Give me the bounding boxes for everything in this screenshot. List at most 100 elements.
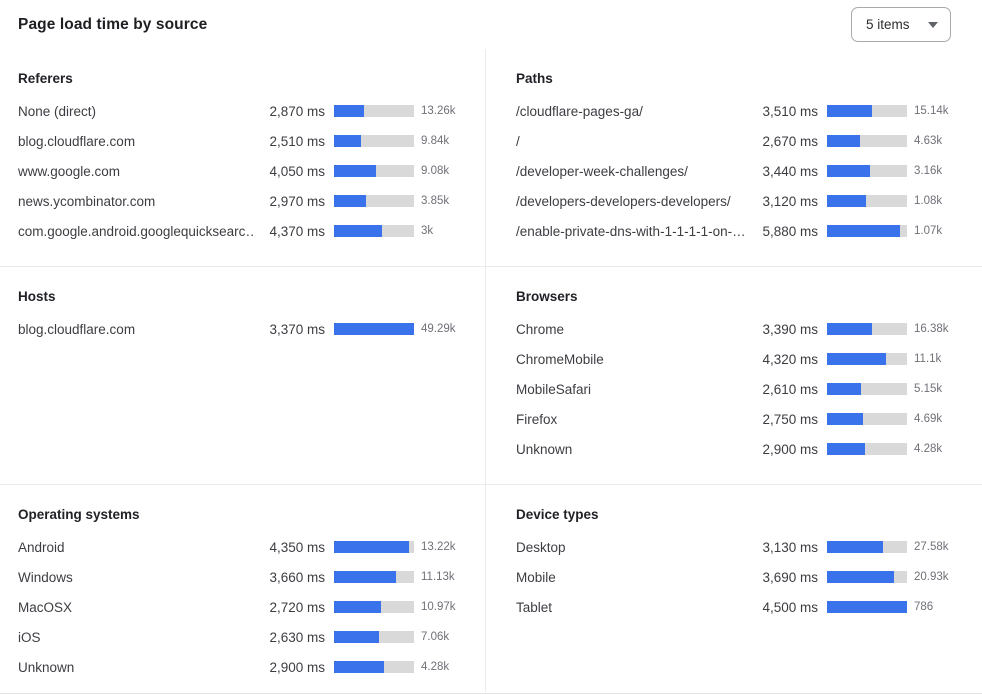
list-item: iOS 2,630 ms 7.06k [18, 622, 471, 652]
bar-track [827, 105, 907, 117]
bar-track [827, 571, 907, 583]
row-value: 2,630 ms [269, 629, 325, 645]
row-value: 2,750 ms [762, 411, 818, 427]
row-value: 2,670 ms [762, 133, 818, 149]
row-value: 3,120 ms [762, 193, 818, 209]
row-label: /developers-developers-developers/ [516, 193, 731, 209]
section-title: Paths [516, 71, 553, 86]
row-value: 2,510 ms [269, 133, 325, 149]
bar-fill [827, 413, 863, 425]
row-label: /enable-private-dns-with-1-1-1-1-on-… [516, 223, 746, 239]
bar-track [827, 165, 907, 177]
row-value: 3,130 ms [762, 539, 818, 555]
bar-track [334, 135, 414, 147]
list-item: Unknown 2,900 ms 4.28k [18, 652, 471, 682]
bar-track [827, 601, 907, 613]
row-label: com.google.android.googlequicksearc… [18, 223, 255, 239]
bar-track [334, 165, 414, 177]
row-count: 27.58k [914, 541, 949, 553]
row-label: blog.cloudflare.com [18, 321, 136, 337]
row-value: 2,900 ms [269, 659, 325, 675]
row-value: 4,320 ms [762, 351, 818, 367]
section-title: Browsers [516, 289, 578, 304]
bar-track [334, 323, 414, 335]
section-operating-systems: Operating systems Android 4,350 ms 13.22… [0, 485, 486, 692]
row-count: 16.38k [914, 323, 949, 335]
bar-fill [827, 571, 895, 583]
section-title: Referers [18, 71, 73, 86]
row-label: Desktop [516, 539, 566, 555]
section-browsers: Browsers Chrome 3,390 ms 16.38k ChromeMo… [486, 267, 982, 485]
row-count: 13.26k [421, 105, 456, 117]
row-count: 15.14k [914, 105, 949, 117]
section-referers: Referers None (direct) 2,870 ms 13.26k b… [0, 49, 486, 267]
row-label: Firefox [516, 411, 558, 427]
row-count: 9.08k [421, 165, 450, 177]
row-count: 3.85k [421, 195, 450, 207]
row-value: 4,370 ms [269, 223, 325, 239]
row-count: 10.97k [421, 601, 456, 613]
section-device-types: Device types Desktop 3,130 ms 27.58k Mob… [486, 485, 982, 692]
bar-track [827, 443, 907, 455]
row-count: 4.69k [914, 413, 943, 425]
bar-fill [827, 541, 883, 553]
bar-fill [334, 323, 414, 335]
row-label: Windows [18, 569, 73, 585]
section-title: Hosts [18, 289, 56, 304]
row-count: 7.06k [421, 631, 450, 643]
bar-track [334, 541, 414, 553]
page-title: Page load time by source [18, 15, 208, 33]
bar-fill [334, 661, 384, 673]
section-title: Operating systems [18, 507, 140, 522]
row-value: 3,390 ms [762, 321, 818, 337]
bar-fill [827, 135, 860, 147]
bar-fill [334, 541, 410, 553]
row-count: 20.93k [914, 571, 949, 583]
row-value: 2,970 ms [269, 193, 325, 209]
row-label: iOS [18, 629, 41, 645]
row-label: Android [18, 539, 65, 555]
row-value: 2,720 ms [269, 599, 325, 615]
row-value: 4,350 ms [269, 539, 325, 555]
list-item: None (direct) 2,870 ms 13.26k [18, 96, 471, 126]
row-label: Mobile [516, 569, 556, 585]
row-count: 9.84k [421, 135, 450, 147]
row-label: MobileSafari [516, 381, 592, 397]
row-label: /cloudflare-pages-ga/ [516, 103, 643, 119]
row-count: 13.22k [421, 541, 456, 553]
list-item: MobileSafari 2,610 ms 5.15k [516, 374, 964, 404]
bar-fill [334, 225, 382, 237]
items-count-value: 5 items [866, 17, 910, 32]
list-item: /cloudflare-pages-ga/ 3,510 ms 15.14k [516, 96, 964, 126]
row-label: /developer-week-challenges/ [516, 163, 688, 179]
row-label: Chrome [516, 321, 565, 337]
row-count: 11.13k [421, 571, 455, 583]
row-value: 4,050 ms [269, 163, 325, 179]
bar-fill [334, 135, 362, 147]
bar-fill [827, 195, 867, 207]
row-count: 3.16k [914, 165, 943, 177]
row-label: www.google.com [18, 163, 121, 179]
list-item: blog.cloudflare.com 2,510 ms 9.84k [18, 126, 471, 156]
row-label: Tablet [516, 599, 553, 615]
bar-track [827, 413, 907, 425]
list-item: /enable-private-dns-with-1-1-1-1-on-… 5,… [516, 216, 964, 246]
section-hosts: Hosts blog.cloudflare.com 3,370 ms 49.29… [0, 267, 486, 485]
row-value: 2,870 ms [269, 103, 325, 119]
row-label: MacOSX [18, 599, 73, 615]
list-item: Mobile 3,690 ms 20.93k [516, 562, 964, 592]
bar-track [334, 225, 414, 237]
list-item: Tablet 4,500 ms 786 [516, 592, 964, 622]
row-count: 5.15k [914, 383, 943, 395]
list-item: news.ycombinator.com 2,970 ms 3.85k [18, 186, 471, 216]
row-label: None (direct) [18, 103, 97, 119]
list-item: blog.cloudflare.com 3,370 ms 49.29k [18, 314, 471, 344]
row-count: 786 [914, 601, 934, 613]
items-count-dropdown[interactable]: 5 items [851, 7, 951, 42]
list-item: /developers-developers-developers/ 3,120… [516, 186, 964, 216]
bar-fill [827, 165, 871, 177]
row-label: news.ycombinator.com [18, 193, 156, 209]
bar-fill [827, 225, 900, 237]
bar-track [827, 323, 907, 335]
